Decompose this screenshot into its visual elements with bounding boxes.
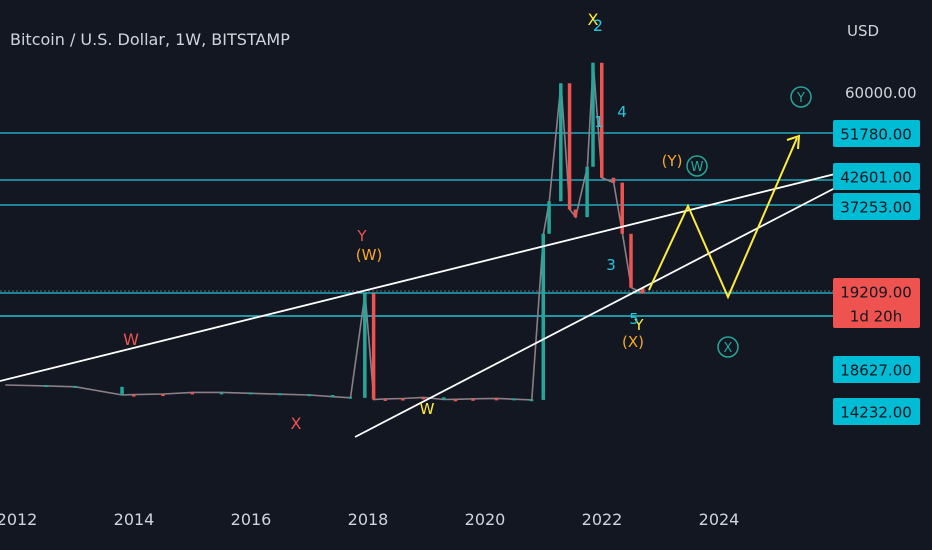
y-tick-label: 60000.00 bbox=[845, 84, 917, 102]
candle bbox=[559, 83, 563, 202]
price-label-box bbox=[833, 120, 920, 147]
candle bbox=[541, 233, 545, 400]
candle bbox=[585, 166, 589, 218]
candle bbox=[330, 395, 335, 398]
candle bbox=[471, 398, 475, 401]
projection-path bbox=[648, 137, 798, 300]
x-tick-label: 2014 bbox=[114, 510, 155, 529]
x-tick-label: 2012 bbox=[0, 510, 37, 529]
wave-circle bbox=[717, 336, 739, 358]
wave-label: 3 bbox=[606, 256, 616, 274]
wave-label: X bbox=[588, 10, 599, 29]
wave-label: (X) bbox=[622, 333, 644, 351]
candle bbox=[401, 398, 405, 401]
candle bbox=[591, 62, 595, 167]
candle bbox=[453, 399, 458, 402]
wave-label: 4 bbox=[617, 103, 627, 121]
wave-label: W bbox=[123, 330, 139, 349]
candle bbox=[307, 394, 311, 397]
price-label-text: 37253.00 bbox=[840, 199, 912, 217]
x-tick-label: 2016 bbox=[231, 510, 272, 529]
candle bbox=[529, 399, 534, 402]
price-label-box bbox=[833, 303, 920, 328]
candle bbox=[161, 394, 165, 397]
candle bbox=[611, 177, 616, 183]
candle bbox=[383, 398, 388, 401]
candle bbox=[249, 392, 253, 395]
candle bbox=[278, 393, 282, 396]
projection-arrowhead bbox=[786, 134, 801, 150]
candle bbox=[73, 385, 77, 388]
wave-label: X bbox=[291, 414, 302, 433]
x-tick-label: 2018 bbox=[348, 510, 389, 529]
wave-label: W bbox=[420, 400, 435, 418]
wave-label: (Y) bbox=[662, 152, 683, 170]
wave-label: 5 bbox=[629, 310, 639, 328]
candle bbox=[573, 209, 578, 218]
candle bbox=[371, 293, 376, 400]
wave-label: 2 bbox=[593, 16, 603, 35]
candle bbox=[348, 396, 352, 399]
candle bbox=[629, 233, 633, 288]
candle bbox=[44, 385, 48, 388]
candle bbox=[442, 397, 446, 400]
price-label-box bbox=[833, 193, 920, 220]
candle bbox=[190, 392, 194, 395]
wave-label: W bbox=[691, 160, 704, 175]
wave-circle bbox=[686, 155, 708, 177]
wave-label: Y bbox=[796, 91, 805, 106]
candle bbox=[640, 287, 645, 294]
candle bbox=[120, 386, 124, 396]
candle bbox=[421, 397, 426, 400]
wave-label: 1 bbox=[594, 113, 604, 131]
candle bbox=[219, 392, 224, 395]
candle bbox=[620, 182, 624, 234]
wave-label: Y bbox=[633, 316, 644, 334]
wave-circle bbox=[790, 86, 812, 108]
currency-label: USD bbox=[847, 22, 880, 40]
price-label-text: 14232.00 bbox=[840, 404, 912, 422]
price-label-text: 51780.00 bbox=[840, 126, 912, 144]
price-label-text: 42601.00 bbox=[840, 169, 912, 187]
price-label-box bbox=[833, 398, 920, 425]
price-label-text: 1d 20h bbox=[850, 308, 902, 326]
candle bbox=[363, 293, 367, 398]
price-series-line bbox=[5, 62, 644, 401]
price-label-text: 19209.00 bbox=[840, 284, 912, 302]
wave-label: Y bbox=[356, 227, 367, 245]
price-label-text: 18627.00 bbox=[840, 362, 912, 380]
candle bbox=[547, 201, 551, 234]
candle bbox=[567, 83, 572, 210]
wave-label: (W) bbox=[356, 246, 383, 264]
trendline-upper bbox=[0, 173, 836, 382]
wave-label: X bbox=[724, 341, 733, 356]
chart-title: Bitcoin / U.S. Dollar, 1W, BITSTAMP bbox=[10, 30, 290, 49]
candle bbox=[132, 394, 136, 397]
candle bbox=[494, 398, 499, 401]
price-label-box bbox=[833, 356, 920, 383]
candle bbox=[600, 62, 604, 178]
trendline-lower bbox=[354, 187, 836, 438]
price-label-box bbox=[833, 163, 920, 190]
candle bbox=[512, 398, 516, 401]
x-tick-label: 2022 bbox=[582, 510, 623, 529]
x-tick-label: 2020 bbox=[465, 510, 506, 529]
x-tick-label: 2024 bbox=[699, 510, 740, 529]
price-label-box bbox=[833, 278, 920, 305]
